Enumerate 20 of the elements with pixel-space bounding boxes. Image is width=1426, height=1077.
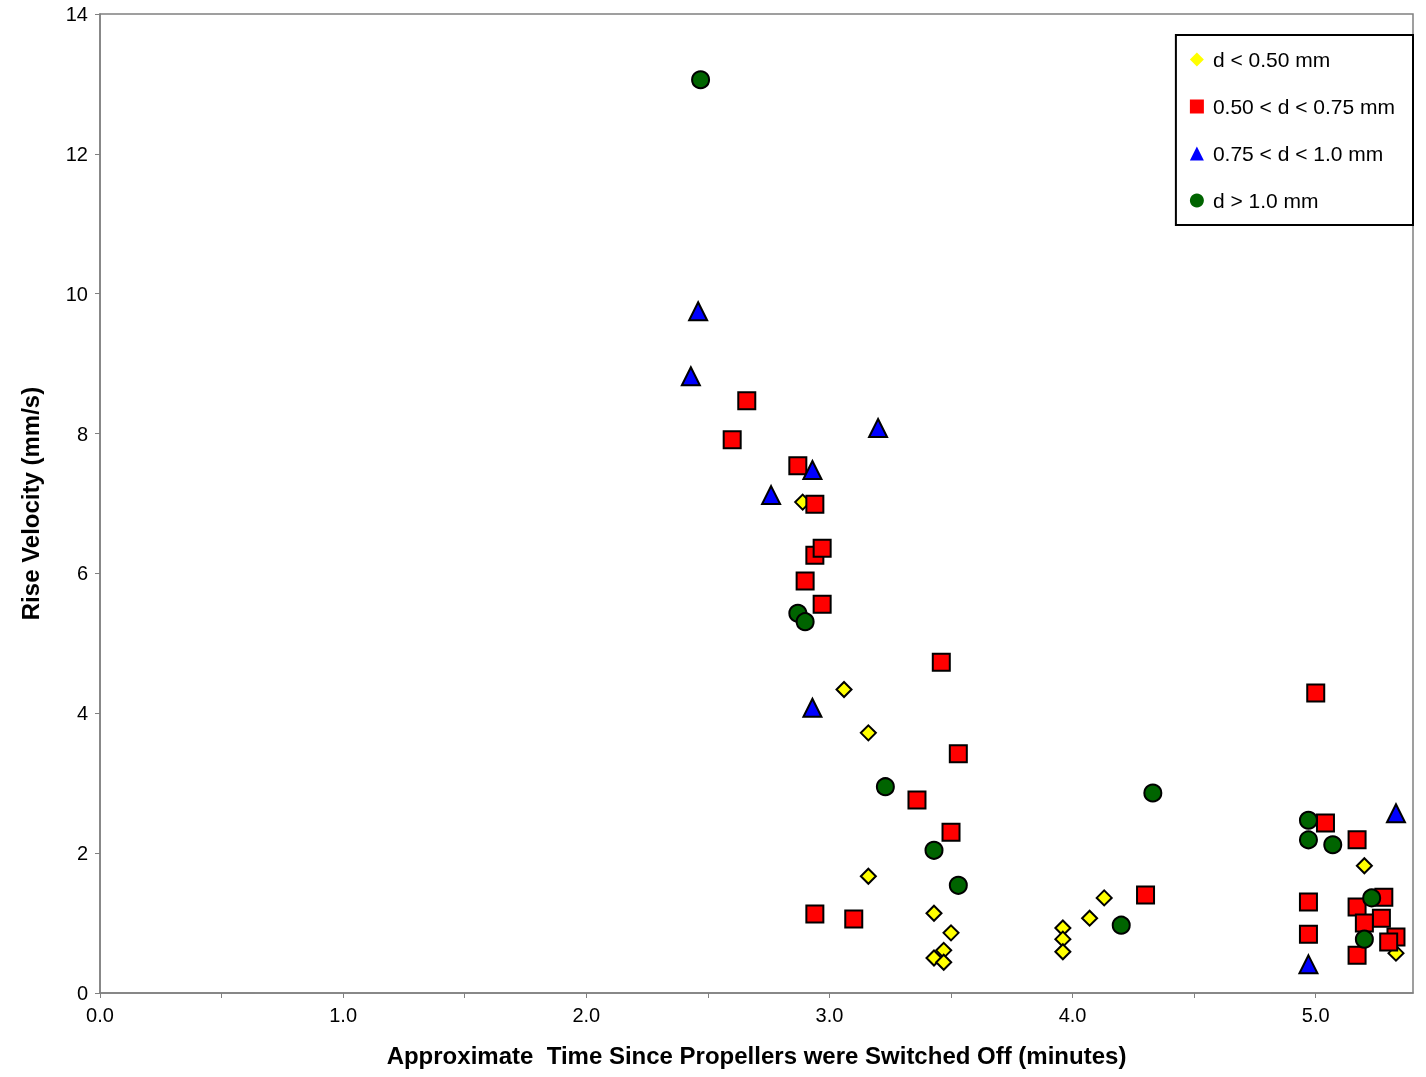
y-tick-label: 4 <box>76 702 88 725</box>
legend-label: 0.75 < d < 1.0 mm <box>1212 142 1384 165</box>
x-tick-label: 1.0 <box>329 1004 358 1026</box>
x-axis-title: Approximate Time Since Propellers were Switched Off (minutes) <box>386 1041 1127 1069</box>
y-tick-label: 2 <box>76 842 88 865</box>
legend-label: 0.50 < d < 0.75 mm <box>1212 95 1395 118</box>
legend-label: d < 0.50 mm <box>1212 48 1331 71</box>
y-tick-label: 6 <box>76 562 88 585</box>
legend-label: d > 1.0 mm <box>1212 189 1319 212</box>
x-tick-label: 5.0 <box>1301 1004 1330 1026</box>
x-tick-label: 0.0 <box>86 1004 114 1026</box>
y-tick-label: 14 <box>65 3 88 25</box>
x-tick-label: 3.0 <box>815 1004 844 1026</box>
x-tick-label: 2.0 <box>572 1004 601 1026</box>
y-tick-label: 10 <box>65 282 88 305</box>
y-tick-label: 0 <box>76 982 88 1004</box>
y-tick-label: 8 <box>76 422 88 445</box>
y-axis-title: Rise Velocity (mm/s) <box>16 386 44 621</box>
y-tick-label: 12 <box>65 142 88 165</box>
x-tick-label: 4.0 <box>1058 1004 1087 1026</box>
